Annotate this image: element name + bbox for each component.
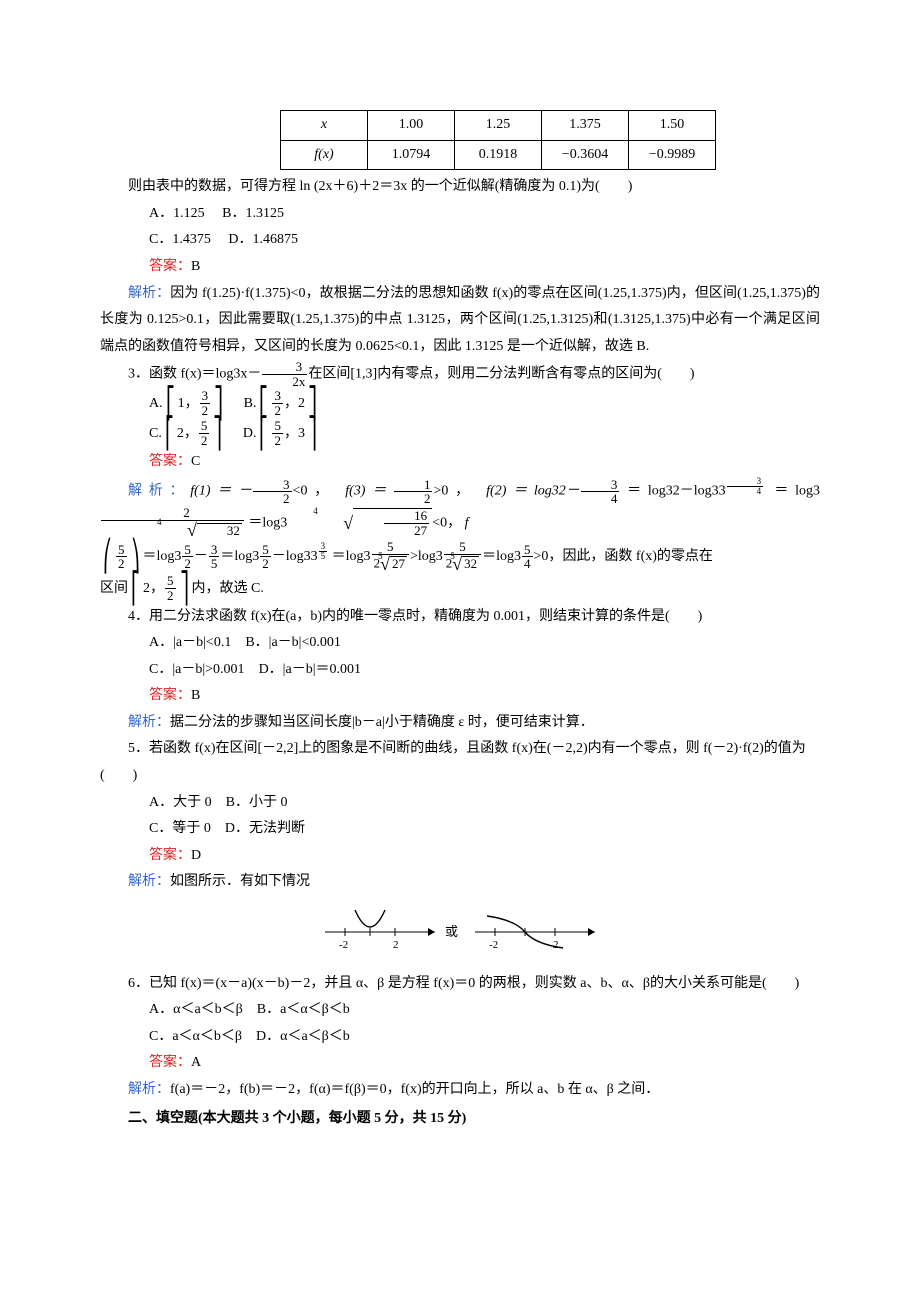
svg-text:-2: -2 bbox=[489, 939, 498, 951]
q3-A: A. bbox=[149, 396, 163, 411]
q2-optA: A．1.125 bbox=[149, 206, 205, 221]
q5-expl: 解析：如图所示．有如下情况 bbox=[100, 869, 820, 896]
svg-text:或: 或 bbox=[445, 924, 458, 939]
q2-ans-val: B bbox=[191, 259, 200, 274]
q3-expl-label: 解析： bbox=[128, 484, 190, 499]
svg-text:2: 2 bbox=[393, 939, 399, 951]
q3-stem-b: 在区间[1,3]内有零点，则用二分法判断含有零点的区间为( ) bbox=[308, 367, 694, 382]
q2-optB: B．1.3125 bbox=[222, 206, 284, 221]
q5-optCD: C．等于 0 D．无法判断 bbox=[100, 816, 820, 843]
q2-expl: 解析：因为 f(1.25)·f(1.375)<0，故根据二分法的思想知函数 f(… bbox=[100, 281, 820, 361]
th-x: x bbox=[281, 111, 368, 141]
q2-optAB: A．1.125 B．1.3125 bbox=[100, 201, 820, 228]
q3-expl-line1: 解析：f(1)＝－32<0， f(3)＝12>0， f(2)＝log32－34＝… bbox=[100, 475, 820, 540]
td-1: 1.0794 bbox=[368, 140, 455, 170]
q3-optCD: C.⎡2，52⎤ D.⎡52，3⎤ bbox=[100, 419, 820, 449]
th-fx: f(x) bbox=[281, 140, 368, 170]
q6-optCD: C．a＜α＜b＜β D．α＜a＜β＜b bbox=[100, 1024, 820, 1051]
td-2: 0.1918 bbox=[455, 140, 542, 170]
q5-ans: 答案：D bbox=[100, 843, 820, 870]
q3-D: D. bbox=[243, 426, 257, 441]
q2-optCD: C．1.4375 D．1.46875 bbox=[100, 227, 820, 254]
q3-stem-a: 3．函数 f(x)＝log3x－ bbox=[128, 367, 261, 382]
q5-optAB: A．大于 0 B．小于 0 bbox=[100, 790, 820, 817]
th-c3: 1.375 bbox=[542, 111, 629, 141]
q3-B: B. bbox=[244, 396, 257, 411]
q5-stem: 5．若函数 f(x)在区间[－2,2]上的图象是不间断的曲线，且函数 f(x)在… bbox=[100, 736, 820, 789]
q3-expl-line2: ⎛52⎞＝log352－35＝log352－log3335 ＝log3525√2… bbox=[100, 540, 820, 574]
section2: 二、填空题(本大题共 3 个小题，每小题 5 分，共 15 分) bbox=[100, 1106, 820, 1133]
q6-expl: 解析：f(a)＝－2，f(b)＝－2，f(α)＝f(β)＝0，f(x)的开口向上… bbox=[100, 1077, 820, 1104]
q5-diagram: -2 2 或 -2 2 bbox=[100, 902, 820, 969]
q6-stem: 6．已知 f(x)＝(x－a)(x－b)－2，并且 α、β 是方程 f(x)＝0… bbox=[100, 971, 820, 998]
q4-optCD: C．|a－b|>0.001 D．|a－b|＝0.001 bbox=[100, 657, 820, 684]
q3-ans: 答案：C bbox=[100, 449, 820, 476]
q6-ans: 答案：A bbox=[100, 1050, 820, 1077]
q5-svg: -2 2 或 -2 2 bbox=[315, 902, 605, 958]
q3-optAB: A.⎡1，32⎤ B.⎡32，2⎤ bbox=[100, 389, 820, 419]
td-3: −0.3604 bbox=[542, 140, 629, 170]
th-c4: 1.50 bbox=[629, 111, 716, 141]
q2-ans: 答案：B bbox=[100, 254, 820, 281]
q2-stem: 则由表中的数据，可得方程 ln (2x＋6)＋2＝3x 的一个近似解(精确度为 … bbox=[100, 174, 820, 201]
q2-stem-text: 则由表中的数据，可得方程 ln (2x＋6)＋2＝3x 的一个近似解(精确度为 … bbox=[128, 179, 632, 194]
q6-optAB: A．α＜a＜b＜β B．a＜α＜β＜b bbox=[100, 997, 820, 1024]
q3-ans-val: C bbox=[191, 454, 200, 469]
q2-optC: C．1.4375 bbox=[149, 232, 211, 247]
th-c1: 1.00 bbox=[368, 111, 455, 141]
q2-expl-label: 解析： bbox=[128, 286, 170, 301]
q2-optD: D．1.46875 bbox=[228, 232, 298, 247]
q3-expl-line3: 区间⎡2，52⎤内，故选 C. bbox=[100, 574, 820, 604]
q3-ans-label: 答案： bbox=[149, 454, 191, 469]
q4-optAB: A．|a－b|<0.1 B．|a－b|<0.001 bbox=[100, 630, 820, 657]
q2-ans-label: 答案： bbox=[149, 259, 191, 274]
q3-stem: 3．函数 f(x)＝log3x－32x在区间[1,3]内有零点，则用二分法判断含… bbox=[100, 360, 820, 388]
td-4: −0.9989 bbox=[629, 140, 716, 170]
svg-text:-2: -2 bbox=[339, 939, 348, 951]
q4-expl: 解析：据二分法的步骤知当区间长度|b－a|小于精确度 ε 时，便可结束计算． bbox=[100, 710, 820, 737]
q4-stem: 4．用二分法求函数 f(x)在(a，b)内的唯一零点时，精确度为 0.001，则… bbox=[100, 604, 820, 631]
frac-3-2x: 32x bbox=[261, 360, 308, 388]
data-table: x 1.00 1.25 1.375 1.50 f(x) 1.0794 0.191… bbox=[280, 110, 716, 170]
q2-expl-text: 因为 f(1.25)·f(1.375)<0，故根据二分法的思想知函数 f(x)的… bbox=[100, 286, 820, 354]
th-c2: 1.25 bbox=[455, 111, 542, 141]
q3-C: C. bbox=[149, 426, 162, 441]
svg-text:2: 2 bbox=[553, 939, 559, 951]
q4-ans: 答案：B bbox=[100, 683, 820, 710]
